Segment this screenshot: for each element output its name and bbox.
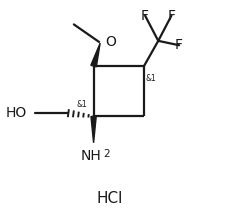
Polygon shape	[91, 117, 96, 143]
Text: O: O	[106, 35, 117, 49]
Text: F: F	[175, 38, 183, 52]
Polygon shape	[91, 43, 100, 67]
Text: &1: &1	[76, 100, 87, 109]
Text: F: F	[141, 9, 149, 23]
Text: NH: NH	[81, 149, 102, 163]
Text: 2: 2	[103, 149, 110, 159]
Text: F: F	[167, 9, 175, 23]
Text: HO: HO	[5, 106, 27, 120]
Text: HCl: HCl	[97, 191, 123, 206]
Text: &1: &1	[145, 74, 156, 83]
